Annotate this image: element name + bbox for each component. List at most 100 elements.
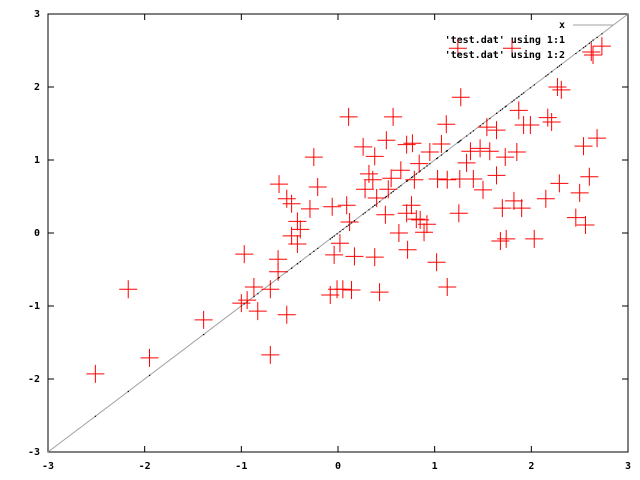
point (403, 134, 422, 153)
y-tick-label: 3 (34, 9, 40, 20)
point (525, 229, 544, 248)
dot (415, 173, 417, 175)
point (340, 213, 359, 232)
dot (588, 42, 591, 44)
point (402, 196, 421, 215)
legend-swatch (584, 46, 602, 64)
point (582, 42, 601, 61)
point (474, 180, 492, 199)
point (428, 169, 447, 188)
y-tick-label: -3 (28, 447, 40, 458)
point (397, 204, 416, 223)
point (323, 197, 342, 216)
point (538, 108, 557, 127)
dot (390, 192, 392, 194)
point (308, 178, 327, 197)
point (588, 129, 607, 148)
dot (317, 247, 319, 250)
dot (278, 277, 280, 279)
point (86, 364, 105, 383)
dot (379, 201, 381, 203)
dot (392, 190, 394, 193)
point (345, 247, 364, 266)
dot (407, 179, 409, 182)
point (566, 208, 585, 227)
dot (291, 267, 293, 269)
dot (329, 238, 331, 240)
dot (511, 101, 513, 103)
x-tick-label: 1 (432, 461, 438, 472)
dot (342, 228, 344, 231)
x-tick-label: 0 (335, 461, 341, 472)
dot (333, 235, 335, 237)
point (365, 248, 384, 267)
y-tick-label: 0 (34, 228, 40, 239)
point (503, 39, 521, 58)
point (448, 39, 467, 58)
point (288, 212, 307, 231)
x-tick-label: -1 (235, 461, 247, 472)
point (370, 283, 389, 302)
x-tick-label: 2 (528, 461, 534, 472)
plot-border (47, 13, 629, 453)
dot (94, 415, 97, 417)
point (487, 166, 506, 185)
point (461, 142, 480, 161)
dot (446, 150, 448, 152)
point (570, 183, 589, 202)
dot (203, 333, 205, 336)
point (574, 137, 593, 156)
point (507, 142, 526, 161)
point (291, 220, 310, 239)
point (379, 180, 398, 199)
legend-label: 'test.dat' using 1:1 (445, 34, 565, 46)
dot (385, 196, 388, 198)
point (244, 278, 263, 297)
line-series (47, 13, 629, 453)
point (504, 191, 523, 210)
point (405, 170, 424, 189)
dot (601, 33, 603, 35)
dot (440, 154, 443, 156)
point (377, 131, 396, 150)
dot (457, 141, 459, 144)
dot (336, 233, 338, 235)
y-tick-label: 2 (34, 82, 40, 93)
dot (351, 222, 353, 224)
dot (479, 125, 481, 127)
point (471, 139, 490, 158)
dot (353, 220, 356, 222)
x-tick-label: -2 (139, 461, 151, 472)
point (550, 174, 569, 193)
dot (299, 260, 301, 263)
dot (556, 66, 559, 68)
point (277, 189, 296, 208)
y-tick-label: -1 (28, 301, 40, 312)
point (477, 118, 496, 137)
point (548, 78, 567, 96)
point (552, 80, 571, 99)
point (376, 205, 395, 224)
dot (257, 293, 259, 295)
dot (313, 250, 315, 252)
dot (472, 130, 475, 132)
point (427, 253, 446, 272)
dot (362, 213, 364, 215)
point (363, 170, 382, 189)
point (382, 169, 401, 188)
dot (523, 92, 525, 94)
dot (469, 132, 472, 134)
point (330, 234, 349, 253)
y-tick-label: 1 (34, 155, 40, 166)
point (417, 215, 436, 234)
dot (551, 71, 553, 73)
dot (368, 209, 370, 211)
point (333, 280, 352, 299)
dot (504, 106, 506, 108)
point (194, 310, 213, 329)
point (384, 107, 403, 126)
point (410, 154, 429, 173)
dot (411, 176, 414, 178)
dot (583, 47, 585, 49)
